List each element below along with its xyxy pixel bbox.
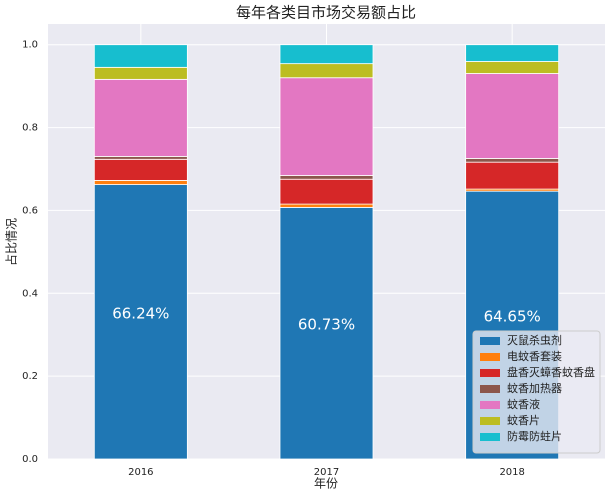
legend-label: 电蚊香套装 xyxy=(507,349,562,363)
y-tick-label: 1.0 xyxy=(22,40,38,51)
legend-swatch xyxy=(480,417,500,425)
x-tick-label: 2017 xyxy=(314,467,339,478)
chart-title: 每年各类目市场交易额占比 xyxy=(236,4,416,22)
value-label: 60.73% xyxy=(298,316,355,334)
bar-segment xyxy=(93,78,188,157)
x-tick-label: 2016 xyxy=(128,467,153,478)
bar-segment xyxy=(279,178,374,205)
bar-segment xyxy=(279,203,374,208)
bar-segment xyxy=(279,207,374,460)
bar-segment xyxy=(465,73,560,159)
y-tick-label: 0.8 xyxy=(22,123,38,134)
bar-segment xyxy=(93,184,188,460)
y-tick-label: 0.4 xyxy=(22,288,38,299)
value-label: 64.65% xyxy=(484,308,541,326)
legend-label: 盘香灭蟑香蚊香盘 xyxy=(507,365,595,379)
x-axis-label: 年份 xyxy=(314,477,338,491)
legend-label: 灭鼠杀虫剂 xyxy=(507,333,562,347)
bar-segment xyxy=(93,44,188,68)
bar-segment xyxy=(465,158,560,163)
bar-segment xyxy=(93,66,188,80)
bar-segment xyxy=(93,158,188,181)
legend-swatch xyxy=(480,337,500,345)
bar-segment xyxy=(279,175,374,180)
y-tick-label: 0.2 xyxy=(22,371,38,382)
legend-swatch xyxy=(480,385,500,393)
bar-segment xyxy=(279,77,374,176)
bar-segment xyxy=(465,161,560,190)
legend-swatch xyxy=(480,369,500,377)
legend-label: 蚊香加热器 xyxy=(507,381,562,395)
legend-label: 防霉防蛀片 xyxy=(507,429,562,443)
legend-swatch xyxy=(480,401,500,409)
legend-label: 蚊香片 xyxy=(507,413,540,427)
bar-segment xyxy=(93,180,188,185)
bar-segment xyxy=(465,44,560,62)
bar-segment xyxy=(93,156,188,160)
bar-segment xyxy=(279,63,374,79)
bar-segment xyxy=(279,44,374,65)
x-tick-label: 2018 xyxy=(499,467,524,478)
y-axis-label: 占比情况 xyxy=(4,218,19,266)
value-label: 66.24% xyxy=(112,304,169,322)
y-tick-label: 0.0 xyxy=(22,454,38,465)
legend-swatch xyxy=(480,353,500,361)
y-tick-label: 0.6 xyxy=(22,205,38,216)
bar-segment xyxy=(465,61,560,74)
legend-swatch xyxy=(480,433,500,441)
legend-box xyxy=(472,330,601,454)
legend-label: 蚊香液 xyxy=(507,397,540,411)
